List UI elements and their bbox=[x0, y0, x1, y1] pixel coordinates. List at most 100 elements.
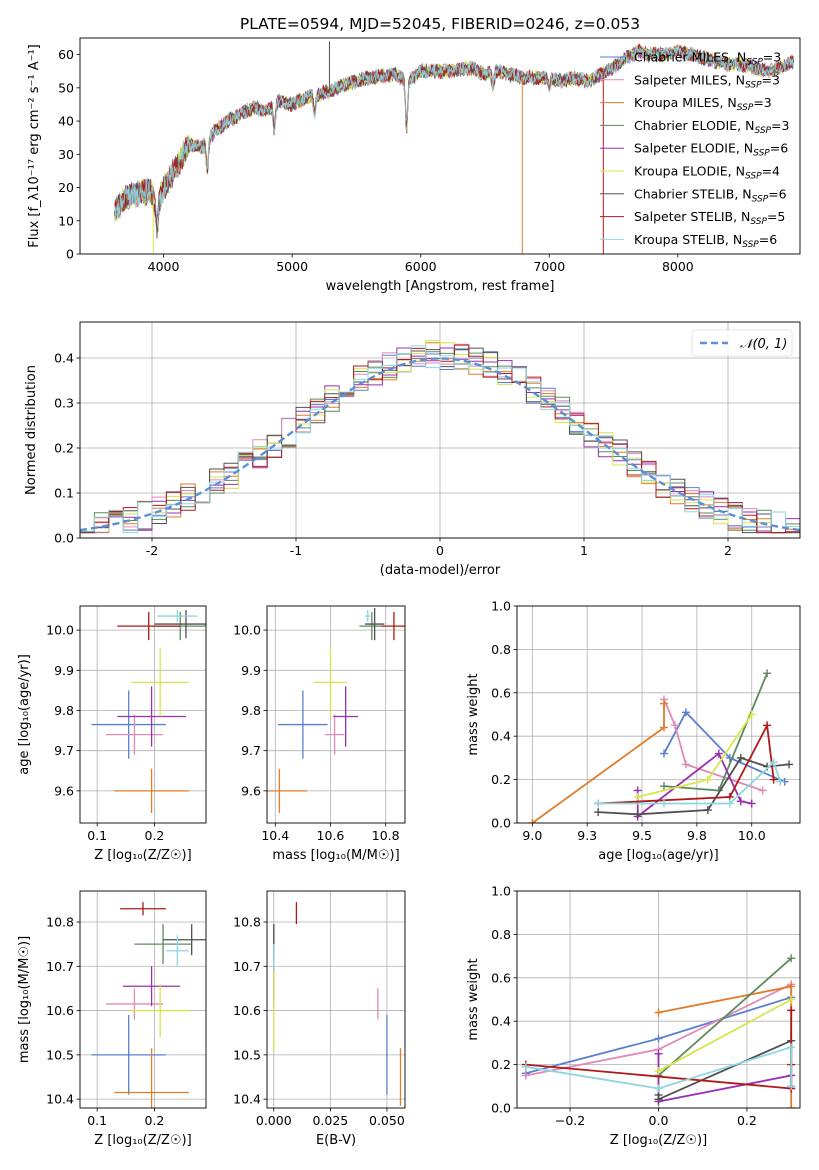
y-tick-label: 10 bbox=[58, 213, 74, 228]
errorbar-point bbox=[324, 714, 345, 755]
y-tick-label: 1.0 bbox=[491, 884, 511, 899]
legend-label: Salpeter MILES, NSSP=3 bbox=[634, 72, 780, 90]
point-marker bbox=[758, 786, 767, 795]
x-tick-label: 0.2 bbox=[737, 1113, 757, 1128]
point-marker bbox=[681, 760, 690, 769]
y-tick-label: 0.0 bbox=[491, 1101, 511, 1116]
errorbar-point bbox=[313, 648, 348, 717]
point-marker bbox=[769, 775, 778, 784]
point-marker bbox=[521, 1062, 530, 1071]
point-marker bbox=[594, 799, 603, 808]
axes-frame bbox=[79, 605, 207, 824]
point-marker bbox=[747, 710, 756, 719]
x-tick-label: −0.2 bbox=[555, 1113, 585, 1128]
y-tick-label: 1.0 bbox=[491, 599, 511, 614]
weight-series bbox=[658, 998, 792, 1072]
y-tick-label: 10.6 bbox=[46, 1003, 74, 1018]
weight-series bbox=[525, 1045, 793, 1090]
y-tick-label: 10.5 bbox=[46, 1047, 74, 1062]
legend-label: Kroupa ELODIE, NSSP=4 bbox=[634, 164, 780, 182]
y-tick-label: 0.4 bbox=[491, 729, 511, 744]
point-marker bbox=[654, 1034, 663, 1043]
point-marker bbox=[594, 808, 603, 817]
x-tick-label: 0.2 bbox=[145, 828, 165, 843]
point-marker bbox=[787, 1006, 796, 1015]
x-axis-label: Z [log₁₀(Z/Z☉)] bbox=[610, 1133, 707, 1148]
x-tick-label: 9.0 bbox=[522, 828, 542, 843]
y-tick-label: 9.7 bbox=[54, 743, 74, 758]
x-tick-label: 5000 bbox=[276, 259, 308, 274]
x-tick-label: 0.2 bbox=[145, 1113, 165, 1128]
legend-nssp-value: =3 bbox=[763, 50, 781, 65]
spectrum-series bbox=[114, 45, 794, 231]
point-marker bbox=[528, 819, 537, 823]
y-tick-label: 10.8 bbox=[46, 915, 74, 930]
x-axis-label: wavelength [Angstrom, rest frame] bbox=[326, 279, 555, 294]
legend-box bbox=[691, 329, 793, 357]
x-tick-label: 0.050 bbox=[369, 1113, 405, 1128]
y-tick-label: 10.4 bbox=[233, 1092, 261, 1107]
y-tick-label: 0.2 bbox=[491, 1057, 511, 1072]
point-marker bbox=[736, 797, 745, 806]
y-tick-label: 10.7 bbox=[46, 959, 74, 974]
legend-subscript: SSP bbox=[754, 126, 771, 136]
x-tick-label: 9.3 bbox=[577, 828, 597, 843]
point-marker bbox=[659, 782, 668, 791]
y-tick-label: 0.1 bbox=[54, 486, 74, 501]
y-tick-label: 0.2 bbox=[491, 772, 511, 787]
x-tick-label: 9.5 bbox=[632, 828, 652, 843]
plot-area bbox=[528, 669, 794, 823]
x-axis-label: mass [log₁₀(M/M☉)] bbox=[272, 848, 399, 863]
errorbar-point bbox=[333, 686, 359, 747]
axes-frame bbox=[79, 37, 801, 255]
errorbar-point bbox=[364, 608, 385, 641]
grid bbox=[80, 606, 206, 823]
point-marker bbox=[725, 799, 734, 808]
legend-series-name: Kroupa MILES, N bbox=[634, 95, 737, 110]
errorbar-point bbox=[267, 768, 308, 813]
point-marker bbox=[654, 1084, 663, 1093]
legend-nssp-value: =3 bbox=[762, 72, 780, 87]
y-tick-label: 40 bbox=[58, 114, 74, 129]
mass-vs-metallicity-panel: 0.1 0.2 10.4 10.5 10.6 10.7 10.8 Z [log₁₀(Z/Z☉)… bbox=[17, 890, 207, 1148]
x-tick-label: 10.0 bbox=[738, 828, 766, 843]
x-tick-label: 0.0 bbox=[649, 1113, 669, 1128]
plot-area bbox=[91, 610, 206, 813]
x-tick-label: 9.8 bbox=[687, 828, 707, 843]
grid bbox=[517, 605, 800, 824]
weight-series bbox=[636, 752, 752, 819]
errorbar-point bbox=[105, 714, 164, 755]
errorbar-point bbox=[105, 988, 164, 1020]
y-tick-label: 0.2 bbox=[54, 441, 74, 456]
legend-label: Kroupa MILES, NSSP=3 bbox=[634, 95, 772, 113]
point-marker bbox=[787, 1043, 796, 1052]
y-tick-label: 10.6 bbox=[233, 1003, 261, 1018]
spectrum-title: PLATE=0594, MJD=52045, FIBERID=0246, z=0… bbox=[240, 15, 640, 33]
x-tick-label: 10.6 bbox=[317, 828, 345, 843]
point-marker bbox=[659, 699, 668, 708]
axes-frame bbox=[516, 605, 801, 824]
weight-series bbox=[637, 713, 753, 798]
errorbar-point bbox=[163, 924, 206, 956]
x-tick-label: 4000 bbox=[148, 259, 180, 274]
legend-nssp-value: =6 bbox=[768, 186, 786, 201]
legend-series-name: Salpeter MILES, N bbox=[634, 72, 745, 87]
age-vs-metallicity-panel: 0.1 0.2 9.6 9.7 9.8 9.9 10.0 Z [log₁₀(Z/Z☉)] age… bbox=[17, 605, 207, 863]
mass-vs-extinction-panel: 0.000 0.025 0.050 10.4 10.5 10.6 10.7 10.8 E(B-V… bbox=[233, 890, 406, 1148]
weight-series bbox=[663, 710, 785, 783]
x-tick-label: -2 bbox=[146, 543, 158, 558]
legend-nssp-value: =3 bbox=[771, 118, 789, 133]
y-tick-label: 0.0 bbox=[491, 816, 511, 831]
legend-label: Chabrier MILES, NSSP=3 bbox=[634, 50, 781, 68]
legend-subscript: SSP bbox=[752, 194, 769, 204]
legend-subscript: SSP bbox=[746, 58, 763, 68]
x-tick-label: 0 bbox=[436, 543, 444, 558]
point-marker bbox=[785, 760, 794, 769]
legend-series-name: Kroupa ELODIE, N bbox=[634, 164, 745, 179]
mass-weight-vs-metallicity-panel: −0.2 0.0 0.2 0.0 0.2 0.4 0.6 0.8 1.0 Z [log₁₀(Z/Z… bbox=[466, 884, 801, 1148]
errorbar-point bbox=[122, 966, 181, 1007]
y-tick-label: 10.8 bbox=[233, 915, 261, 930]
y-axis-label: Flux [f_λ10⁻¹⁷ erg cm⁻² s⁻¹ A⁻¹] bbox=[27, 44, 42, 248]
histogram-series bbox=[80, 345, 800, 538]
